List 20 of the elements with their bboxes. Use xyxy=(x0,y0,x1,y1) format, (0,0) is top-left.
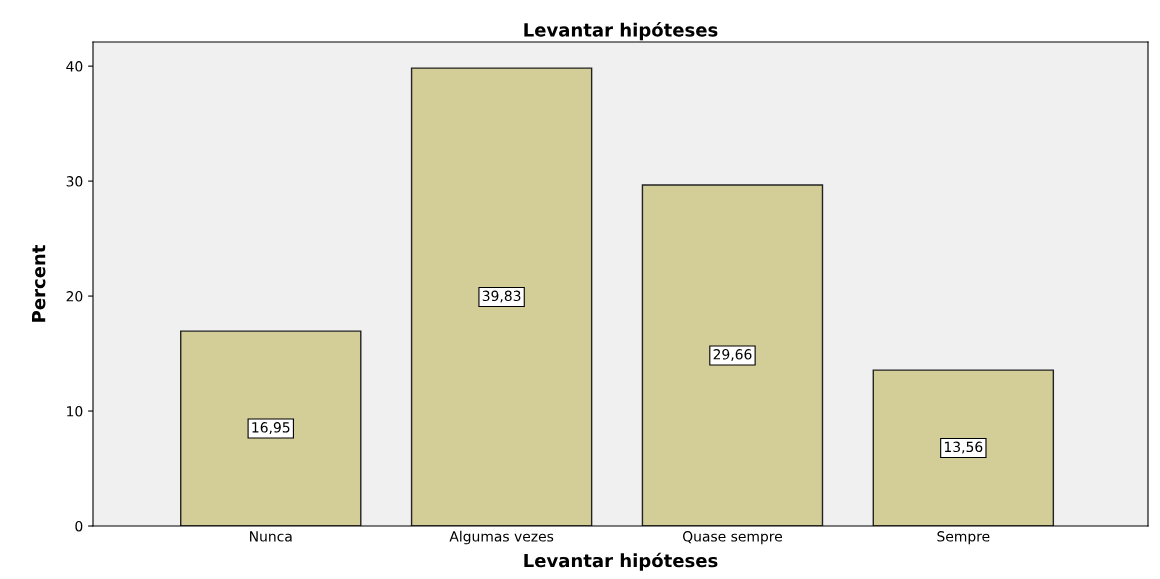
y-tick-label: 40 xyxy=(66,61,83,72)
y-tick-label: 10 xyxy=(67,406,83,417)
y-tick-label: 30 xyxy=(66,176,83,187)
bar xyxy=(641,184,824,526)
y-axis-title: Percent xyxy=(32,245,46,322)
bar xyxy=(872,369,1055,526)
x-tick-label: Quase sempre xyxy=(682,531,782,545)
data-label: 13,56 xyxy=(944,441,983,454)
bar xyxy=(180,330,362,526)
y-tick-label: 0 xyxy=(75,520,83,532)
bar xyxy=(410,67,593,526)
x-axis-title: Levantar hipóteses xyxy=(524,552,718,571)
data-label: 39,83 xyxy=(482,290,521,303)
y-tick-label: 20 xyxy=(66,291,83,302)
data-label: 16,95 xyxy=(252,422,290,435)
chart-title: Levantar hipóteses xyxy=(524,22,718,41)
x-tick-label: Sempre xyxy=(937,531,990,545)
x-tick-label: Nunca xyxy=(250,531,292,542)
data-label: 29,66 xyxy=(713,349,752,361)
x-tick-label: Algumas vezes xyxy=(449,530,554,545)
